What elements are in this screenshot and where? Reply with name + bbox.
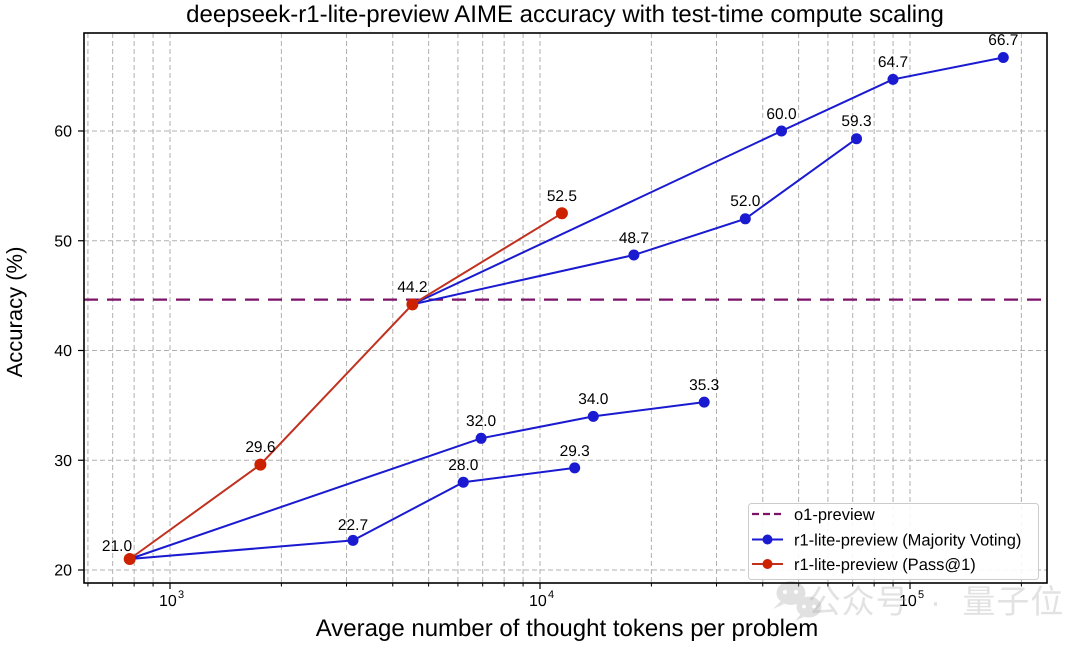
svg-text:64.7: 64.7 bbox=[878, 54, 908, 71]
svg-text:59.3: 59.3 bbox=[841, 113, 871, 130]
svg-text:40: 40 bbox=[54, 343, 72, 360]
svg-text:r1-lite-preview (Majority Voti: r1-lite-preview (Majority Voting) bbox=[794, 532, 1021, 550]
svg-text:20: 20 bbox=[54, 563, 72, 580]
svg-text:44.2: 44.2 bbox=[397, 279, 427, 296]
svg-text:29.3: 29.3 bbox=[560, 443, 590, 460]
svg-text:34.0: 34.0 bbox=[578, 391, 609, 408]
svg-text:60.0: 60.0 bbox=[766, 106, 797, 123]
svg-text:10: 10 bbox=[529, 593, 547, 610]
svg-text:60: 60 bbox=[54, 124, 72, 141]
svg-text:52.5: 52.5 bbox=[547, 188, 577, 205]
svg-text:Average number of thought toke: Average number of thought tokens per pro… bbox=[316, 615, 819, 642]
svg-text:29.6: 29.6 bbox=[245, 439, 275, 456]
svg-text:35.3: 35.3 bbox=[689, 377, 719, 394]
svg-text:r1-lite-preview (Pass@1): r1-lite-preview (Pass@1) bbox=[794, 556, 976, 574]
svg-text:o1-preview: o1-preview bbox=[794, 506, 875, 524]
svg-text:4: 4 bbox=[548, 589, 554, 601]
svg-text:48.7: 48.7 bbox=[619, 230, 649, 247]
svg-text:30: 30 bbox=[54, 453, 72, 470]
svg-text:21.0: 21.0 bbox=[102, 538, 133, 555]
svg-text:deepseek-r1-lite-preview AIME: deepseek-r1-lite-preview AIME accuracy w… bbox=[186, 1, 944, 28]
svg-text:32.0: 32.0 bbox=[466, 413, 497, 430]
svg-text:50: 50 bbox=[54, 233, 72, 250]
svg-text:66.7: 66.7 bbox=[988, 32, 1018, 49]
svg-text:10: 10 bbox=[159, 593, 177, 610]
svg-text:Accuracy (%): Accuracy (%) bbox=[2, 247, 27, 378]
svg-text:52.0: 52.0 bbox=[730, 193, 761, 210]
svg-text:公众号 · 量子位: 公众号 · 量子位 bbox=[808, 583, 1065, 620]
svg-text:28.0: 28.0 bbox=[448, 457, 479, 474]
svg-text:22.7: 22.7 bbox=[338, 517, 368, 534]
svg-text:3: 3 bbox=[178, 589, 184, 601]
